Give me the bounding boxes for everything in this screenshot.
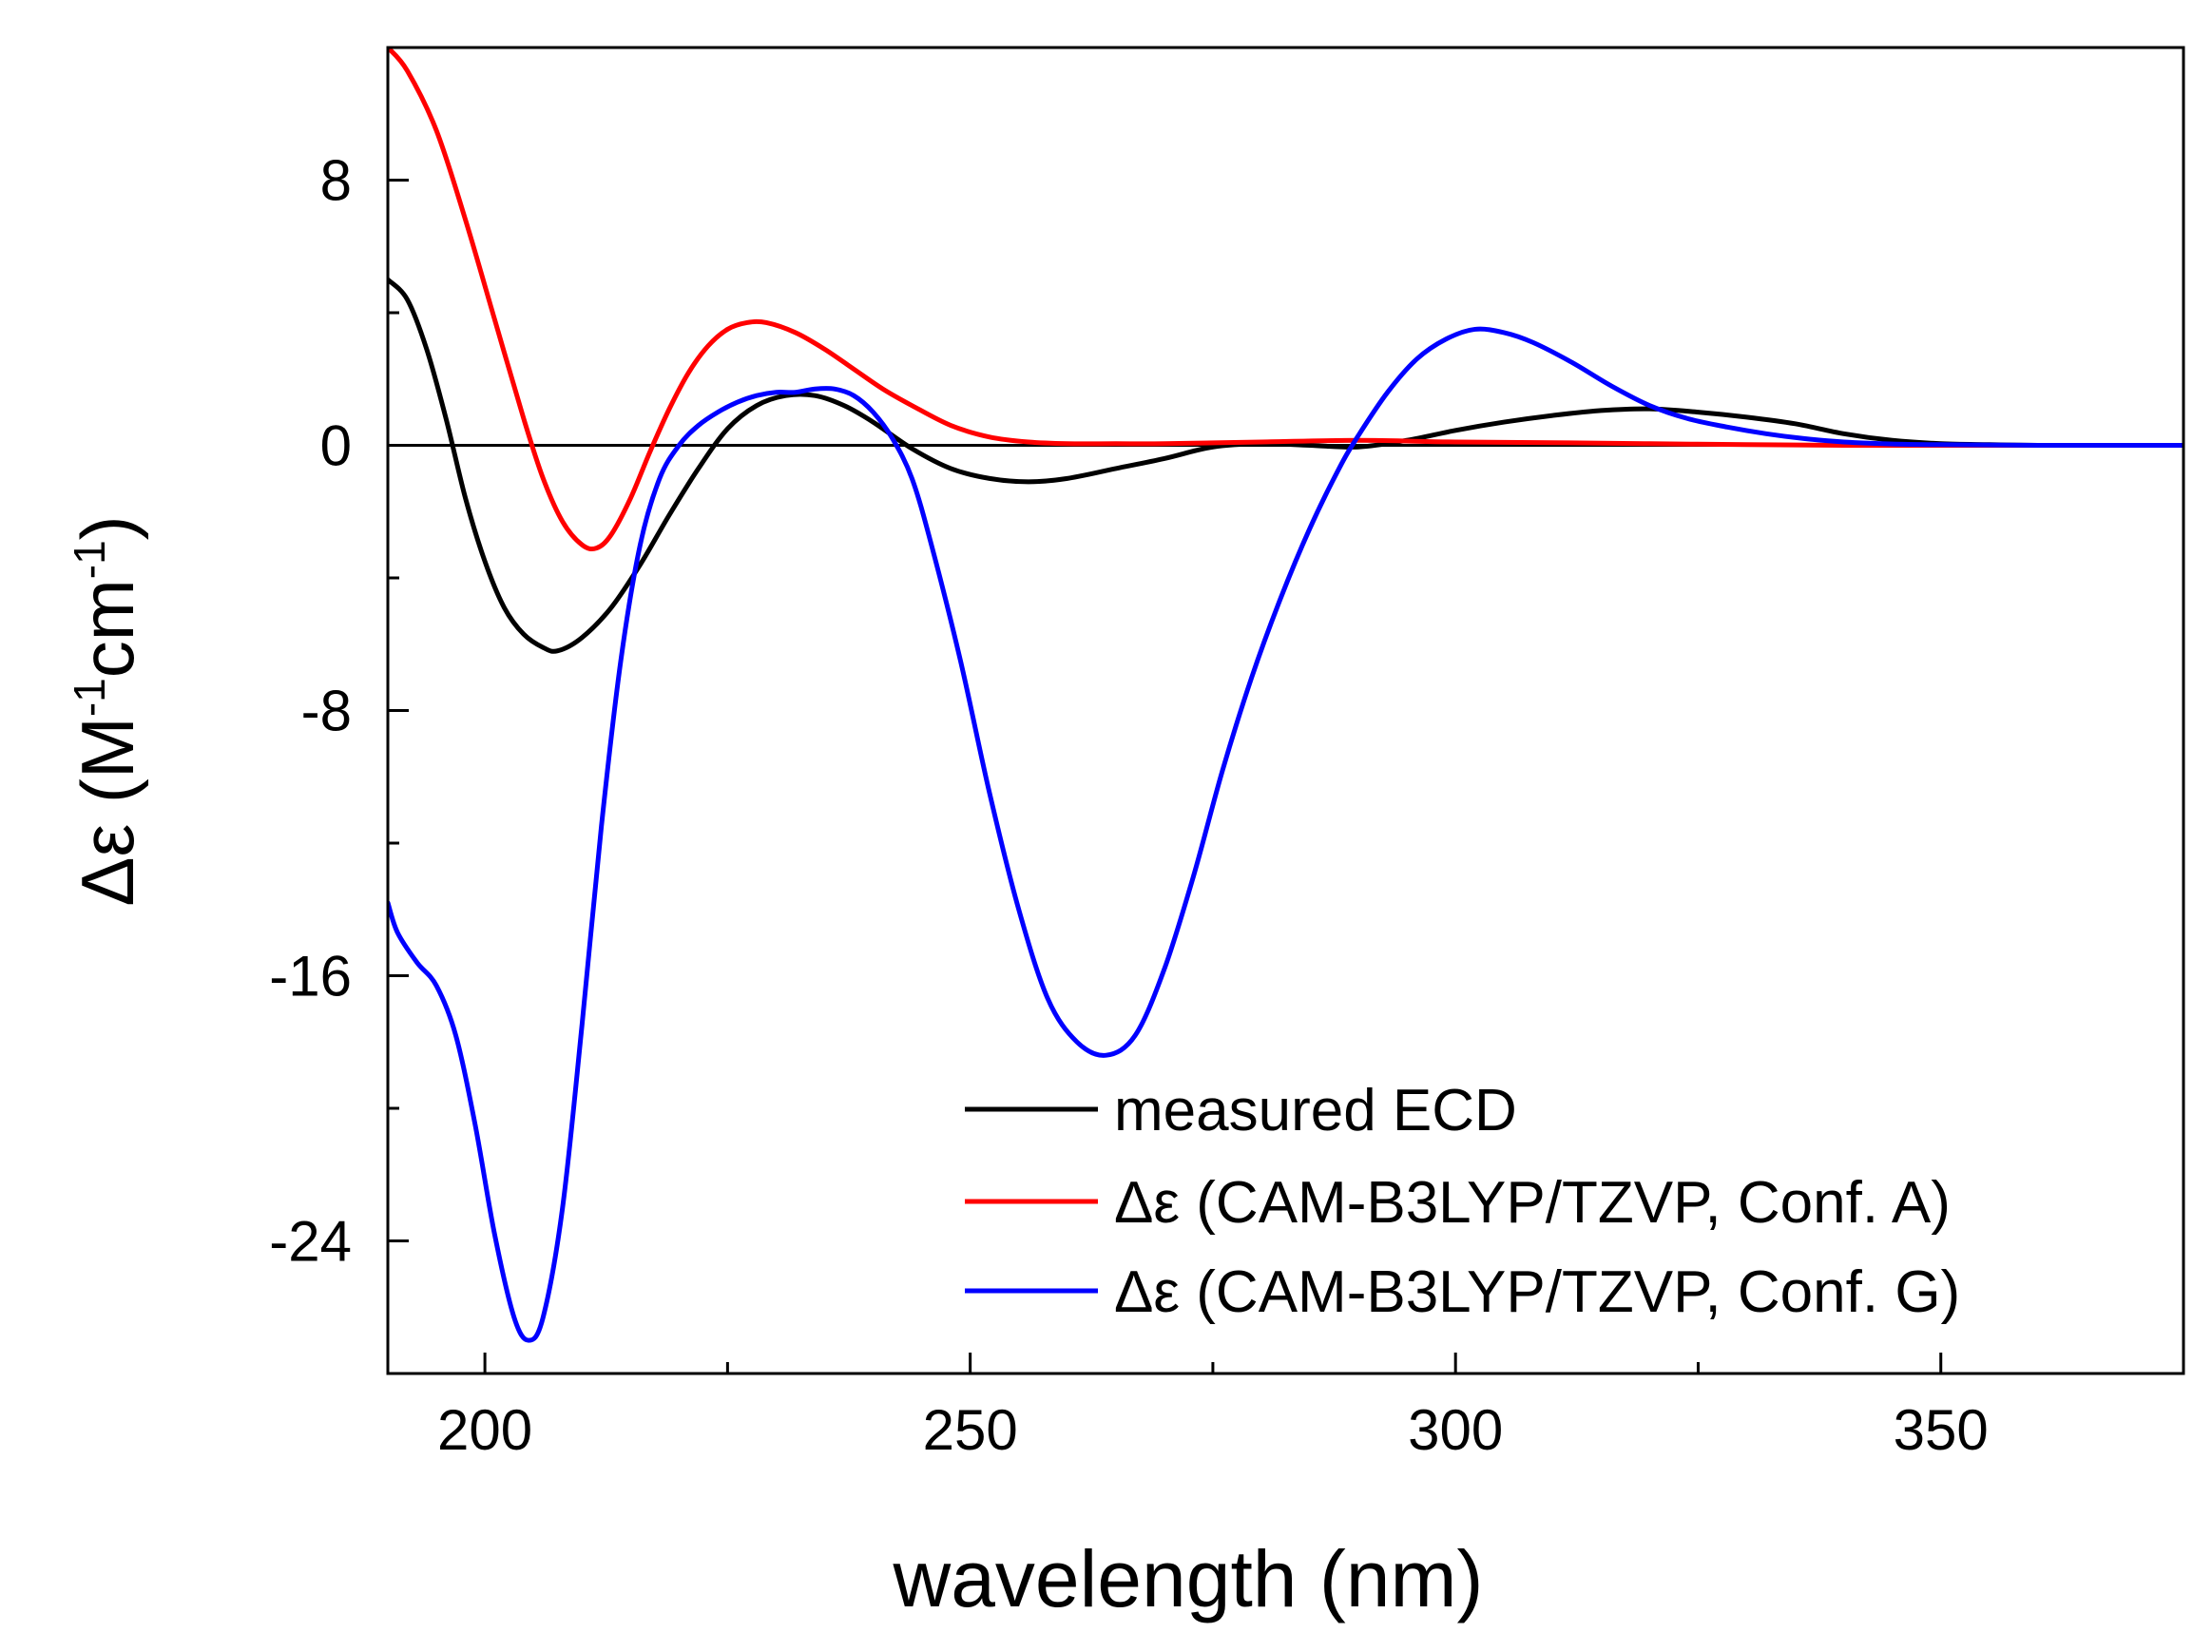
x-tick-label: 300 xyxy=(1408,1398,1503,1462)
legend-label-conf-a: Δε (CAM-B3LYP/TZVP, Conf. A) xyxy=(1114,1170,1951,1236)
y-axis-title-sup1: -1 xyxy=(65,678,114,717)
legend: measured ECD Δε (CAM-B3LYP/TZVP, Conf. A… xyxy=(965,1078,1960,1325)
tick-layer xyxy=(388,179,2185,1373)
legend-label-measured: measured ECD xyxy=(1114,1078,1517,1143)
series-conf-a xyxy=(388,48,2183,552)
y-axis-title-mid: cm xyxy=(66,579,149,678)
y-axis-title: Δε (M-1cm-1) xyxy=(65,515,149,906)
series-measured-ecd xyxy=(388,277,2080,654)
x-axis-title: wavelength (nm) xyxy=(893,1534,1484,1623)
legend-label-conf-g: Δε (CAM-B3LYP/TZVP, Conf. G) xyxy=(1114,1259,1960,1325)
y-axis-title-end: ) xyxy=(66,515,149,540)
y-tick-label: -16 xyxy=(269,945,352,1008)
y-tick-labels: 8 0 -8 -16 -24 xyxy=(269,149,352,1274)
y-axis-title-main: Δε (M xyxy=(66,717,149,907)
x-tick-labels: 200 250 300 350 xyxy=(437,1398,1989,1462)
series-conf-g xyxy=(388,326,2183,1343)
x-tick-label: 200 xyxy=(437,1398,532,1462)
series-layer xyxy=(388,48,2183,1343)
y-tick-label: -24 xyxy=(269,1210,352,1274)
y-axis-title-sup2: -1 xyxy=(65,540,114,579)
y-tick-label: -8 xyxy=(301,680,352,743)
x-tick-label: 250 xyxy=(923,1398,1018,1462)
x-tick-label: 350 xyxy=(1894,1398,1989,1462)
y-tick-label: 0 xyxy=(320,414,352,478)
y-tick-label: 8 xyxy=(320,149,352,213)
